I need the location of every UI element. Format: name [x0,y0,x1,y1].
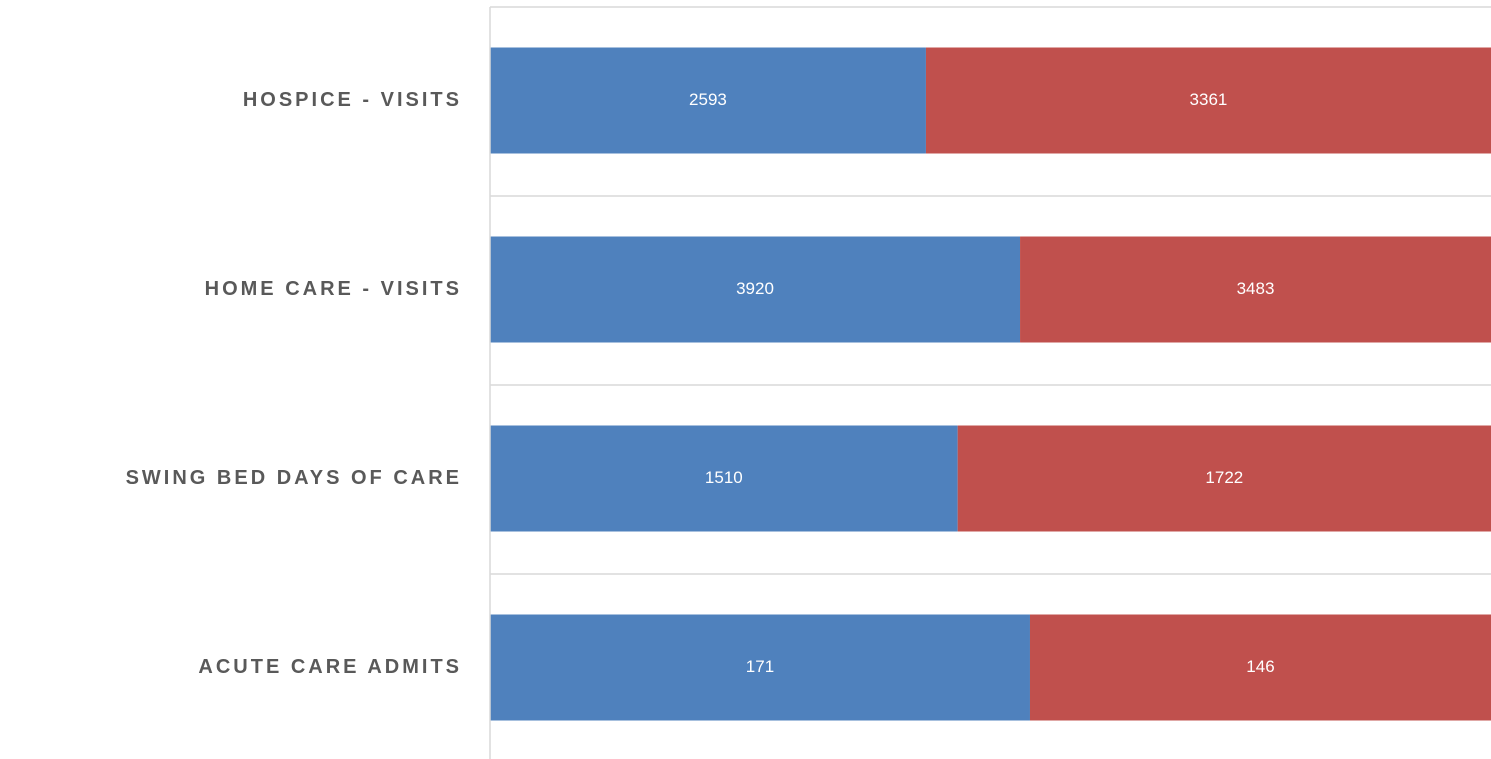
bar-segment [490,47,926,154]
data-label: 3361 [1190,90,1228,109]
y-tick-label: ACUTE CARE ADMITS [198,656,462,678]
bar-segment [1029,614,1491,721]
bar-segment [957,425,1491,532]
y-tick-label: SWING BED DAYS OF CARE [126,467,462,489]
y-tick-label: HOME CARE - VISITS [205,278,462,300]
bar-segment [1020,236,1491,343]
bar-segment [490,425,958,532]
bar-segment [490,236,1021,343]
y-tick-label: HOSPICE - VISITS [243,89,462,111]
bar-segment [925,47,1491,154]
data-label: 3920 [736,279,774,298]
bar-segment [490,614,1030,721]
data-label: 1510 [705,468,743,487]
data-label: 3483 [1237,279,1275,298]
data-label: 171 [746,657,774,676]
data-label: 2593 [689,90,727,109]
data-label: 146 [1246,657,1274,676]
data-label: 1722 [1205,468,1243,487]
